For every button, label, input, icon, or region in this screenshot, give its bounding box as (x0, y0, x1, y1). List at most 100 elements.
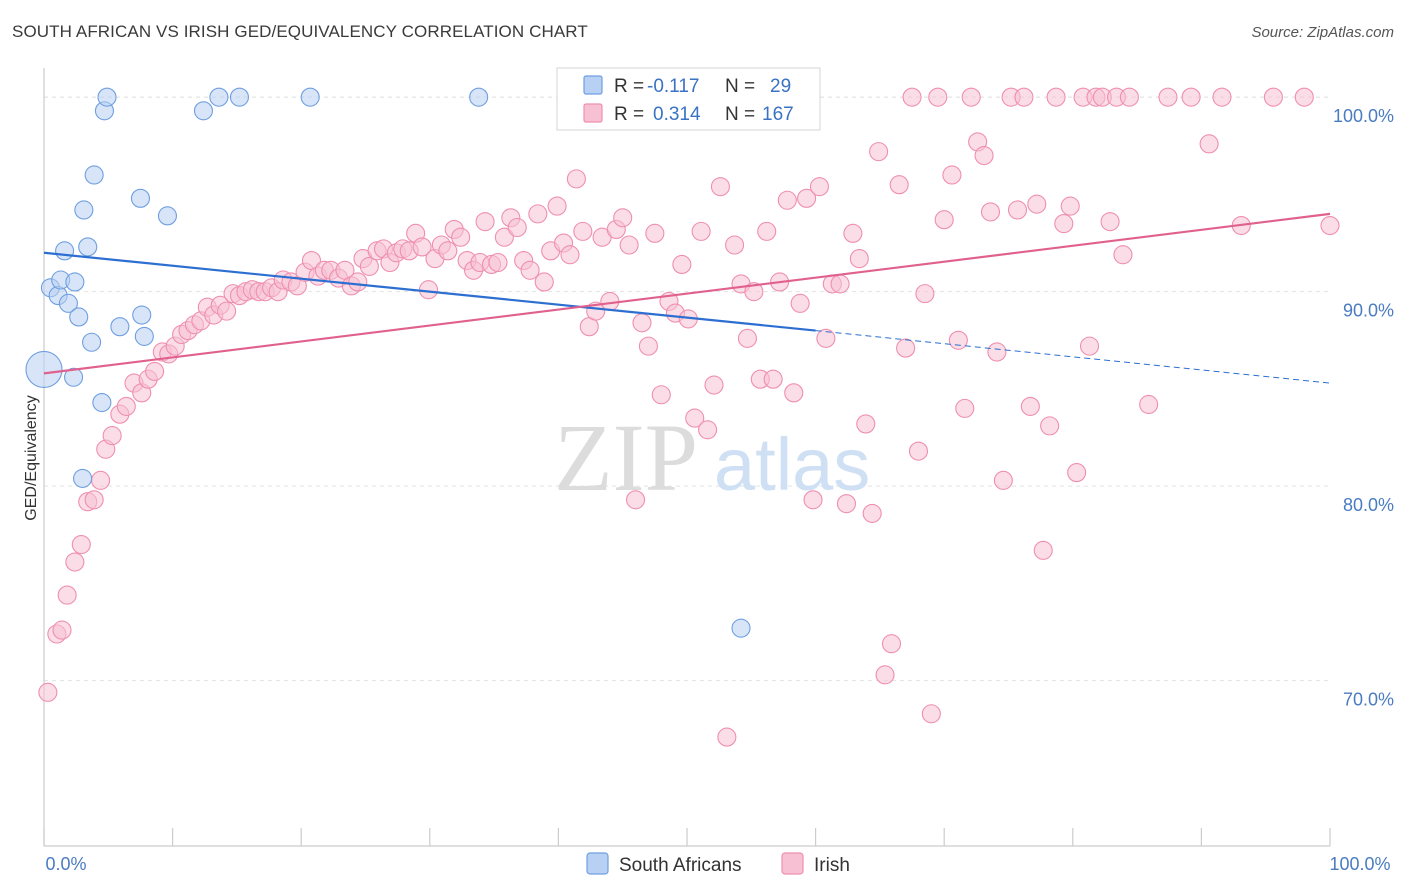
point-irish-143 (974, 145, 994, 166)
point-irish-129 (881, 634, 902, 654)
legend-r-value-south-africans: -0.117 (647, 76, 699, 97)
point-irish-157 (1067, 463, 1087, 483)
point-irish-102 (704, 375, 724, 395)
point-south-africans-13 (92, 392, 112, 413)
point-irish-119 (816, 328, 836, 348)
point-irish-115 (790, 293, 810, 313)
legend-n-value-irish: 167 (762, 104, 794, 125)
point-irish-103 (710, 177, 730, 197)
gridlines (44, 96, 1330, 682)
trend-lines (43, 212, 1331, 384)
point-irish-74 (520, 260, 540, 280)
point-irish-174 (1320, 215, 1340, 236)
point-irish-164 (1113, 245, 1133, 265)
point-irish-114 (784, 383, 804, 403)
point-irish-4 (65, 552, 85, 572)
series-points (25, 87, 1340, 747)
point-irish-84 (586, 301, 606, 321)
point-irish-134 (915, 284, 935, 304)
point-irish-89 (619, 235, 639, 255)
point-irish-165 (1119, 87, 1139, 107)
point-irish-128 (875, 665, 895, 685)
point-irish-152 (1033, 540, 1053, 560)
legend-r-value-irish: 0.314 (653, 104, 701, 125)
watermark-atlas: atlas (714, 423, 870, 506)
point-irish-133 (908, 441, 929, 461)
point-irish-100 (691, 221, 711, 241)
point-irish-156 (1060, 196, 1080, 216)
point-irish-58 (418, 280, 439, 300)
point-irish-131 (896, 338, 916, 358)
point-irish-113 (777, 190, 797, 210)
legend-n-value-south-africans: 29 (770, 76, 791, 97)
point-irish-122 (836, 494, 857, 514)
point-south-africans-19 (132, 305, 152, 325)
point-irish-168 (1181, 87, 1201, 107)
point-irish-2 (52, 620, 72, 640)
point-irish-124 (849, 249, 869, 269)
series-legend-swatch-south-africans (586, 852, 609, 875)
legend-n-label-south-africans: N = (725, 76, 755, 97)
point-irish-94 (651, 385, 671, 405)
point-irish-136 (928, 87, 948, 107)
point-south-africans-20 (134, 326, 154, 346)
point-south-africans-6 (64, 367, 84, 387)
point-south-africans-8 (69, 307, 89, 327)
point-irish-16 (145, 361, 165, 381)
point-irish-166 (1139, 394, 1159, 415)
point-irish-101 (698, 420, 718, 440)
point-irish-110 (757, 221, 777, 241)
point-irish-81 (566, 169, 586, 189)
y-tick-label-70: 70.0% (1343, 690, 1394, 710)
y-axis-title: GED/Equivalency (23, 395, 40, 520)
point-irish-104 (717, 727, 737, 747)
point-irish-27 (217, 301, 237, 321)
point-irish-141 (961, 87, 981, 107)
point-irish-0 (38, 682, 58, 702)
legend-r-label-south-africans: R = (614, 76, 644, 97)
point-south-africans-12 (84, 165, 104, 185)
point-irish-3 (57, 585, 77, 605)
trend-line-extension-south-africans (815, 330, 1331, 384)
x-tick-label-max: 100.0% (1329, 854, 1390, 874)
point-irish-116 (797, 188, 817, 208)
point-south-africans-16 (73, 468, 93, 488)
trend-line-south-africans (43, 251, 816, 332)
point-irish-47 (348, 272, 368, 292)
point-south-africans-18 (130, 188, 150, 208)
y-tick-label-100: 100.0% (1333, 106, 1394, 126)
point-irish-173 (1294, 87, 1314, 107)
point-irish-70 (494, 227, 514, 247)
point-irish-90 (626, 490, 646, 510)
point-south-africans-7 (65, 272, 85, 292)
point-irish-99 (685, 408, 705, 428)
point-irish-118 (809, 177, 830, 197)
point-south-africans-5 (58, 293, 78, 313)
point-irish-169 (1199, 134, 1219, 154)
point-south-africans-15 (97, 87, 117, 107)
point-south-africans-22 (193, 101, 214, 121)
legend-swatch-irish (583, 103, 603, 123)
point-irish-170 (1212, 87, 1232, 107)
point-south-africans-11 (82, 332, 102, 352)
point-south-africans-25 (300, 87, 320, 107)
point-irish-132 (902, 87, 922, 107)
legend-swatch-south-africans (583, 75, 603, 95)
point-irish-159 (1079, 336, 1100, 356)
point-irish-125 (856, 414, 876, 434)
point-irish-49 (359, 256, 379, 276)
point-irish-67 (475, 212, 495, 232)
point-irish-162 (1100, 212, 1120, 232)
point-irish-153 (1040, 416, 1060, 436)
point-irish-78 (547, 196, 567, 216)
point-irish-76 (534, 272, 554, 292)
point-irish-82 (573, 221, 593, 241)
point-south-africans-4 (55, 241, 75, 261)
point-irish-92 (638, 336, 658, 356)
point-south-africans-21 (157, 206, 178, 226)
point-irish-137 (934, 210, 954, 230)
point-irish-126 (862, 503, 882, 523)
y-tick-label-90: 90.0% (1343, 301, 1394, 321)
point-irish-108 (744, 282, 764, 302)
